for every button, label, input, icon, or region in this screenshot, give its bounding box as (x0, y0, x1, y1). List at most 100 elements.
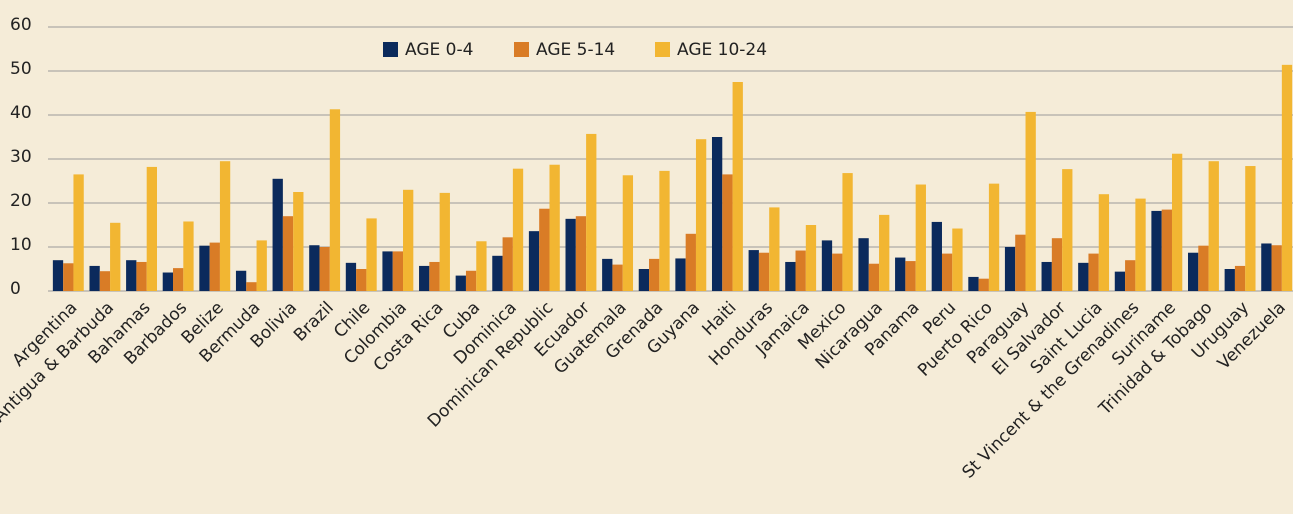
y-tick-label: 50 (10, 59, 32, 79)
bar (1114, 271, 1126, 291)
bar (89, 265, 100, 291)
bar (246, 282, 257, 291)
y-tick-label: 10 (10, 235, 32, 255)
bar (931, 221, 942, 291)
bar (795, 250, 806, 291)
bar (419, 265, 430, 291)
y-tick-label: 40 (10, 103, 32, 123)
bar (988, 183, 1000, 291)
bar (978, 278, 989, 291)
bar (502, 237, 513, 291)
bar (805, 225, 817, 291)
bar (1271, 245, 1282, 291)
bar (309, 245, 320, 291)
bar (1041, 261, 1052, 291)
bar (602, 258, 613, 291)
bar (1261, 243, 1272, 291)
bar (439, 192, 450, 291)
bar (110, 222, 121, 291)
bar (868, 263, 880, 291)
bar (1015, 234, 1026, 291)
bar (455, 275, 466, 291)
bar (675, 258, 686, 291)
bar (173, 268, 184, 291)
bar (905, 261, 916, 291)
bar (136, 261, 147, 291)
bar (1171, 153, 1183, 291)
bar (1208, 161, 1219, 291)
bar (392, 251, 404, 291)
y-tick-label: 0 (10, 279, 21, 299)
bar (366, 218, 377, 291)
bar (403, 189, 414, 291)
bar (63, 263, 74, 291)
bar (952, 228, 963, 291)
bar (209, 242, 220, 291)
bar (272, 178, 283, 291)
bar (52, 260, 64, 291)
bar (1088, 253, 1099, 291)
bar (1188, 252, 1199, 291)
bar (1135, 198, 1146, 291)
legend-label: AGE 0-4 (405, 40, 473, 60)
bar (685, 233, 696, 291)
bar (758, 252, 770, 291)
bar (915, 184, 926, 291)
bar (769, 207, 780, 291)
bar (329, 109, 341, 291)
bar (858, 238, 869, 291)
bar (565, 218, 576, 291)
bar (1161, 209, 1172, 291)
bar (528, 231, 540, 291)
bar (821, 240, 833, 291)
bar (146, 166, 157, 291)
bar (732, 82, 743, 291)
bar (1062, 169, 1073, 291)
bar (99, 271, 111, 291)
bar (659, 170, 670, 291)
bar (382, 251, 393, 291)
bar (319, 247, 330, 291)
bar (465, 270, 477, 291)
bar (1098, 194, 1110, 291)
bar (575, 216, 587, 291)
bar (586, 133, 597, 291)
bar (695, 139, 707, 291)
bar (126, 260, 137, 291)
bar (1224, 269, 1235, 291)
bar (1004, 247, 1016, 291)
bar (638, 269, 650, 291)
bar (235, 270, 247, 291)
bar (832, 253, 843, 291)
y-tick-label: 60 (10, 15, 32, 35)
bar (941, 253, 953, 291)
bar (622, 175, 634, 291)
bar (1151, 210, 1162, 291)
bar (345, 262, 357, 291)
bar (512, 168, 524, 291)
bar (476, 241, 487, 291)
bar (429, 261, 440, 291)
x-tick-label: Brazil (290, 298, 338, 346)
bar (199, 245, 210, 291)
bar (879, 214, 890, 291)
legend-label: AGE 10-24 (677, 40, 767, 60)
bar (1078, 262, 1089, 291)
bar (711, 137, 723, 291)
bar (539, 208, 550, 291)
bar (256, 240, 267, 291)
bar (282, 216, 294, 291)
bar (183, 221, 194, 291)
bar (842, 173, 853, 291)
bar (612, 264, 623, 291)
bar (293, 192, 304, 291)
legend-swatch (383, 42, 398, 57)
bar (73, 174, 84, 291)
bar (1125, 260, 1136, 291)
bar (748, 250, 759, 291)
legend-swatch (655, 42, 670, 57)
legend-label: AGE 5-14 (536, 40, 615, 60)
bar (162, 272, 174, 291)
